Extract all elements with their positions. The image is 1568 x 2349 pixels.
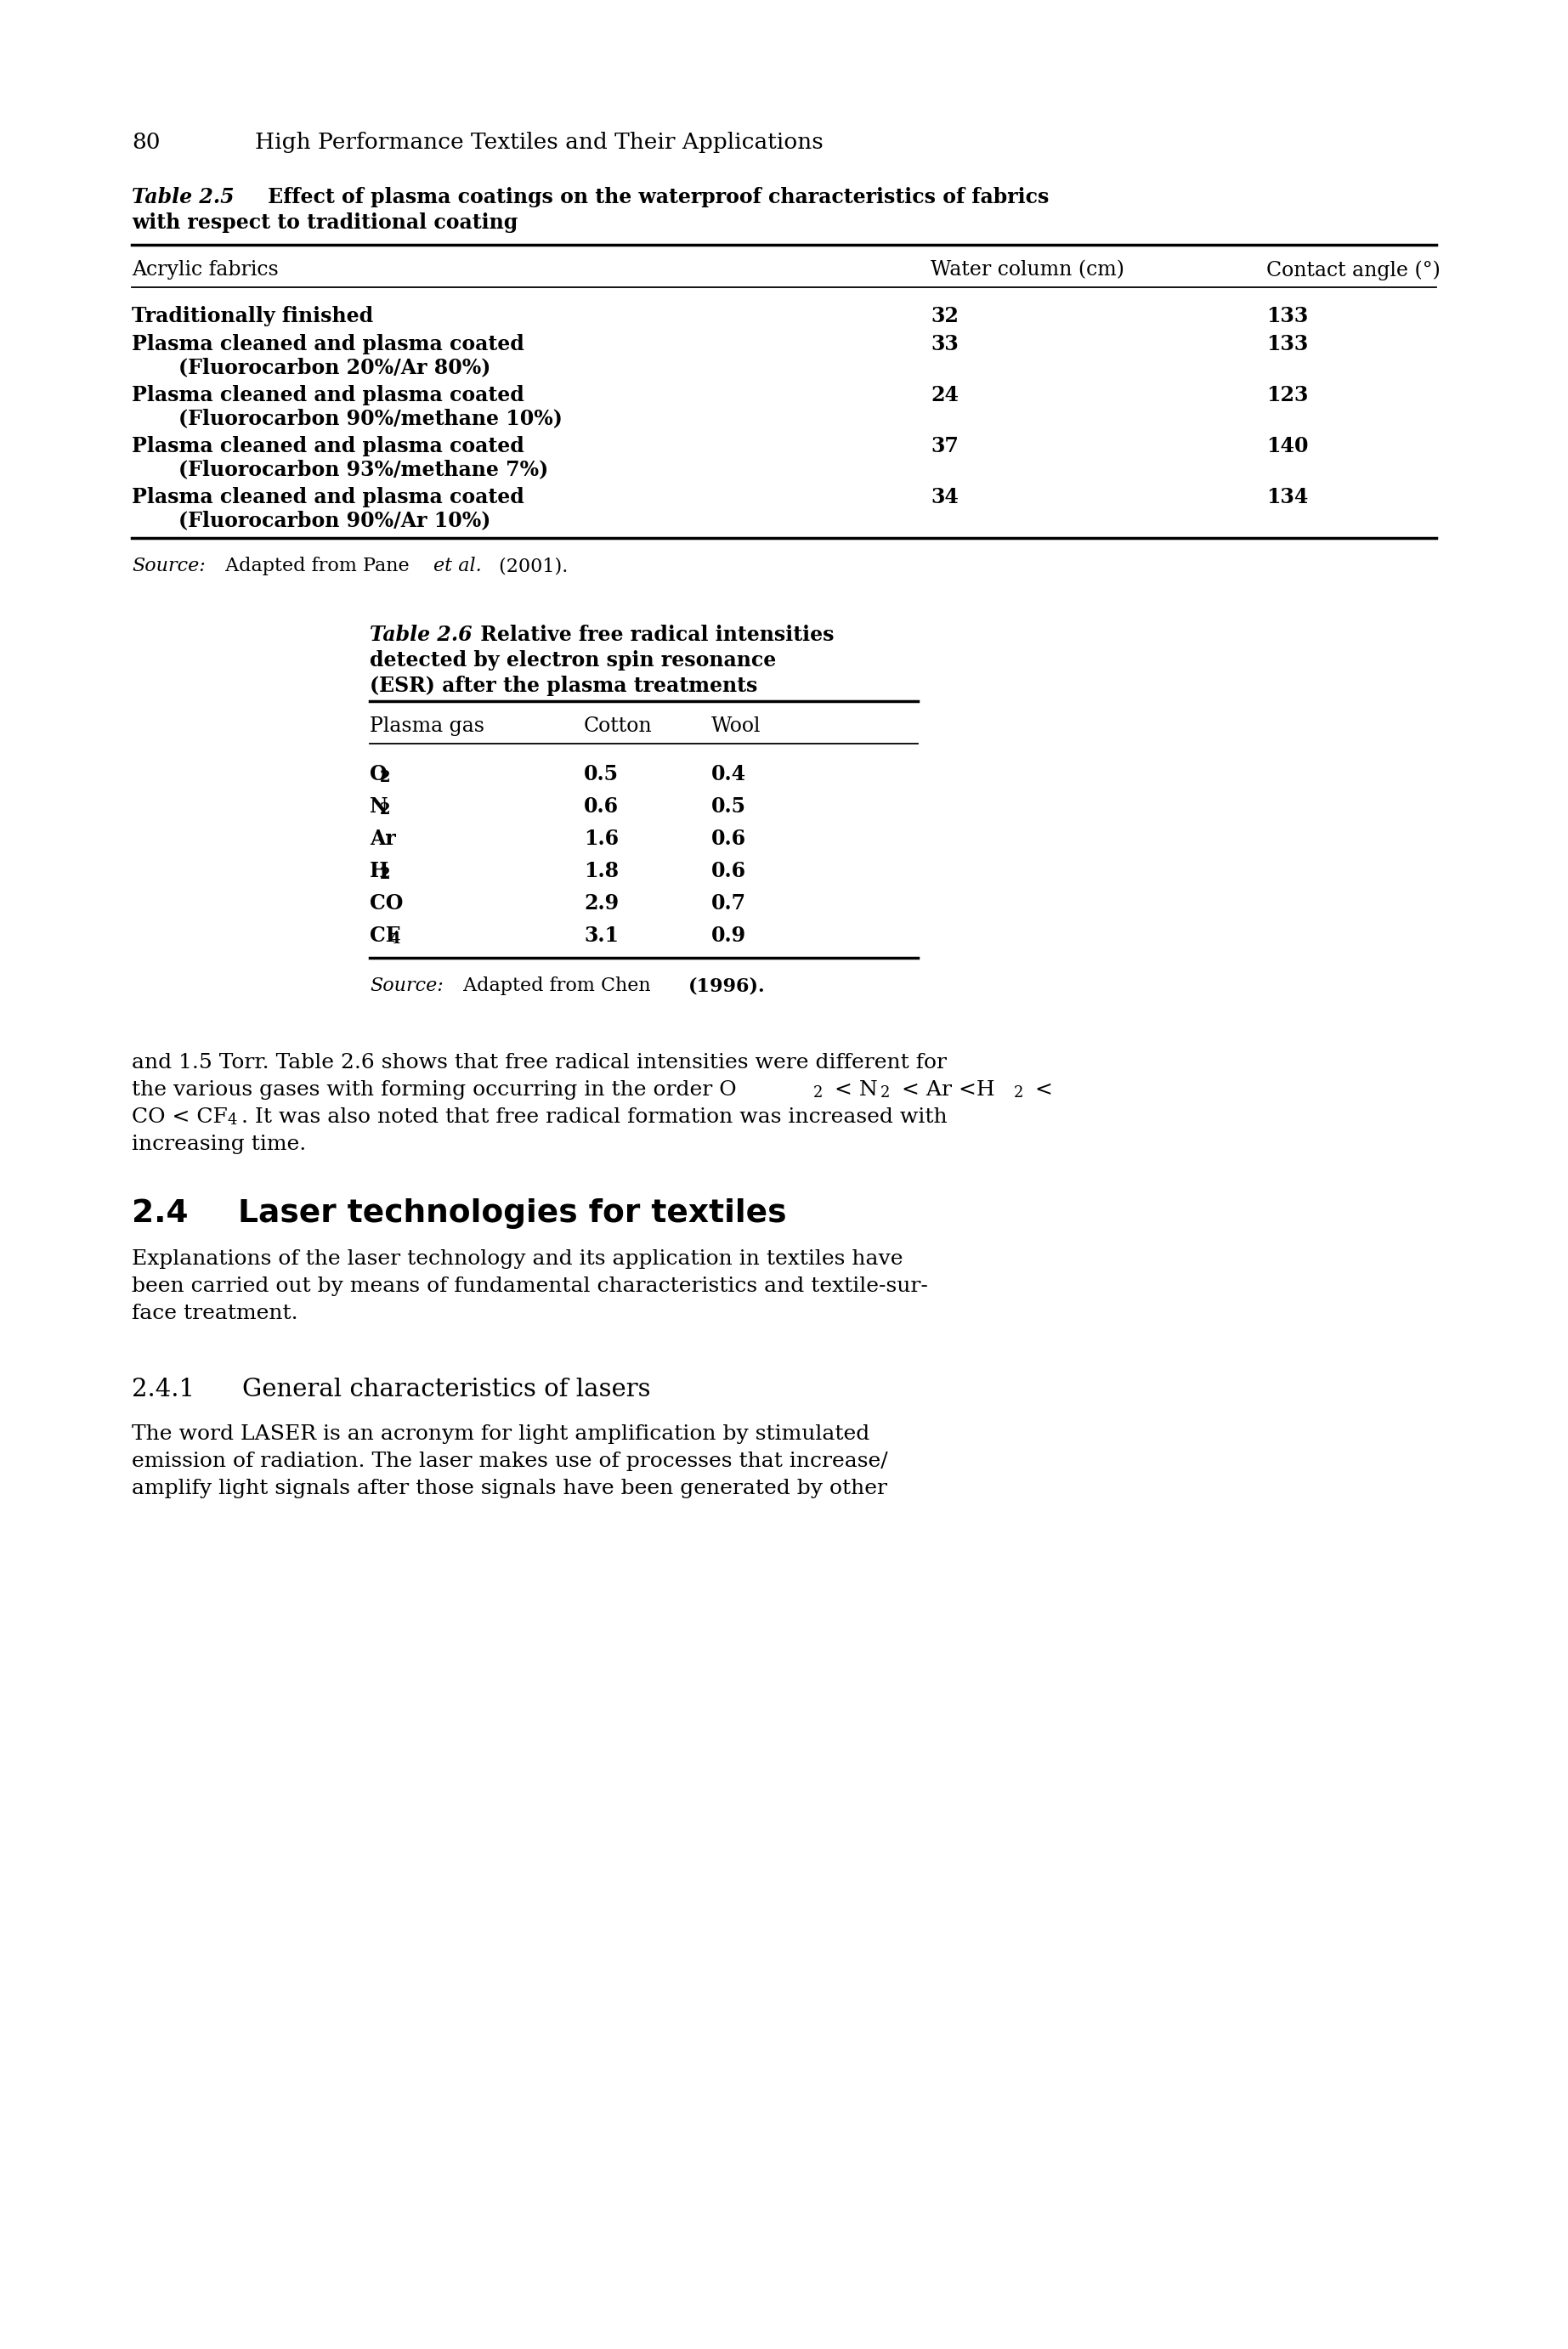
Text: 2: 2 xyxy=(379,867,390,883)
Text: 3.1: 3.1 xyxy=(583,926,619,947)
Text: O: O xyxy=(370,763,387,785)
Text: 0.9: 0.9 xyxy=(712,926,746,947)
Text: . It was also noted that free radical formation was increased with: . It was also noted that free radical fo… xyxy=(241,1106,947,1128)
Text: (Fluorocarbon 93%/methane 7%): (Fluorocarbon 93%/methane 7%) xyxy=(179,458,549,479)
Text: 0.5: 0.5 xyxy=(712,796,746,817)
Text: < Ar <H: < Ar <H xyxy=(895,1081,994,1099)
Text: Effect of plasma coatings on the waterproof characteristics of fabrics: Effect of plasma coatings on the waterpr… xyxy=(260,188,1049,207)
Text: (2001).: (2001). xyxy=(492,557,568,576)
Text: 2: 2 xyxy=(379,770,390,785)
Text: 34: 34 xyxy=(930,486,958,507)
Text: H: H xyxy=(370,860,389,881)
Text: emission of radiation. The laser makes use of processes that increase/: emission of radiation. The laser makes u… xyxy=(132,1452,887,1470)
Text: 0.6: 0.6 xyxy=(712,829,746,848)
Text: Plasma gas: Plasma gas xyxy=(370,716,485,735)
Text: 2.4: 2.4 xyxy=(132,1198,188,1229)
Text: CO < CF: CO < CF xyxy=(132,1106,227,1128)
Text: 2: 2 xyxy=(814,1085,823,1102)
Text: 133: 133 xyxy=(1267,305,1308,327)
Text: with respect to traditional coating: with respect to traditional coating xyxy=(132,211,517,233)
Text: Wool: Wool xyxy=(712,716,760,735)
Text: detected by electron spin resonance: detected by electron spin resonance xyxy=(370,651,776,669)
Text: increasing time.: increasing time. xyxy=(132,1135,306,1153)
Text: Plasma cleaned and plasma coated: Plasma cleaned and plasma coated xyxy=(132,385,524,406)
Text: N: N xyxy=(370,796,387,817)
Text: 80: 80 xyxy=(132,132,160,153)
Text: face treatment.: face treatment. xyxy=(132,1304,298,1322)
Text: 134: 134 xyxy=(1267,486,1308,507)
Text: et al.: et al. xyxy=(433,557,481,576)
Text: Adapted from Pane: Adapted from Pane xyxy=(220,557,416,576)
Text: Acrylic fabrics: Acrylic fabrics xyxy=(132,261,279,280)
Text: CO: CO xyxy=(370,893,403,914)
Text: 24: 24 xyxy=(930,385,958,406)
Text: and 1.5 Torr. Table 2.6 shows that free radical intensities were different for: and 1.5 Torr. Table 2.6 shows that free … xyxy=(132,1052,947,1073)
Text: 32: 32 xyxy=(930,305,958,327)
Text: been carried out by means of fundamental characteristics and textile-sur-: been carried out by means of fundamental… xyxy=(132,1276,928,1297)
Text: Water column (cm): Water column (cm) xyxy=(930,261,1124,280)
Text: 2: 2 xyxy=(1014,1085,1024,1102)
Text: Table 2.6: Table 2.6 xyxy=(370,625,472,646)
Text: (Fluorocarbon 90%/Ar 10%): (Fluorocarbon 90%/Ar 10%) xyxy=(179,510,491,531)
Text: 0.4: 0.4 xyxy=(712,763,746,785)
Text: 2: 2 xyxy=(881,1085,891,1102)
Text: 1.8: 1.8 xyxy=(583,860,619,881)
Text: Plasma cleaned and plasma coated: Plasma cleaned and plasma coated xyxy=(132,334,524,355)
Text: Table 2.5: Table 2.5 xyxy=(132,188,234,207)
Text: High Performance Textiles and Their Applications: High Performance Textiles and Their Appl… xyxy=(256,132,823,153)
Text: 0.6: 0.6 xyxy=(712,860,746,881)
Text: Explanations of the laser technology and its application in textiles have: Explanations of the laser technology and… xyxy=(132,1250,903,1268)
Text: 37: 37 xyxy=(930,437,958,456)
Text: amplify light signals after those signals have been generated by other: amplify light signals after those signal… xyxy=(132,1480,887,1499)
Text: 123: 123 xyxy=(1267,385,1308,406)
Text: 2.9: 2.9 xyxy=(583,893,619,914)
Text: <: < xyxy=(1029,1081,1052,1099)
Text: < N: < N xyxy=(828,1081,878,1099)
Text: (ESR) after the plasma treatments: (ESR) after the plasma treatments xyxy=(370,677,757,695)
Text: CF: CF xyxy=(370,926,400,947)
Text: 2: 2 xyxy=(379,803,390,817)
Text: 0.5: 0.5 xyxy=(583,763,619,785)
Text: 133: 133 xyxy=(1267,334,1308,355)
Text: Source:: Source: xyxy=(370,977,444,996)
Text: 33: 33 xyxy=(930,334,958,355)
Text: The word LASER is an acronym for light amplification by stimulated: The word LASER is an acronym for light a… xyxy=(132,1423,870,1445)
Text: Plasma cleaned and plasma coated: Plasma cleaned and plasma coated xyxy=(132,437,524,456)
Text: Relative free radical intensities: Relative free radical intensities xyxy=(474,625,834,646)
Text: Contact angle (°): Contact angle (°) xyxy=(1267,261,1441,280)
Text: 4: 4 xyxy=(389,933,400,947)
Text: (Fluorocarbon 20%/Ar 80%): (Fluorocarbon 20%/Ar 80%) xyxy=(179,357,491,378)
Text: 140: 140 xyxy=(1267,437,1308,456)
Text: General characteristics of lasers: General characteristics of lasers xyxy=(241,1377,651,1402)
Text: Plasma cleaned and plasma coated: Plasma cleaned and plasma coated xyxy=(132,486,524,507)
Text: Ar: Ar xyxy=(370,829,395,848)
Text: 2.4.1: 2.4.1 xyxy=(132,1377,194,1402)
Text: (1996).: (1996). xyxy=(688,977,765,996)
Text: Laser technologies for textiles: Laser technologies for textiles xyxy=(238,1198,787,1229)
Text: Traditionally finished: Traditionally finished xyxy=(132,305,373,327)
Text: Cotton: Cotton xyxy=(583,716,652,735)
Text: 4: 4 xyxy=(227,1113,237,1128)
Text: 0.7: 0.7 xyxy=(712,893,746,914)
Text: Adapted from Chen: Adapted from Chen xyxy=(458,977,657,996)
Text: 0.6: 0.6 xyxy=(583,796,619,817)
Text: Source:: Source: xyxy=(132,557,205,576)
Text: (Fluorocarbon 90%/methane 10%): (Fluorocarbon 90%/methane 10%) xyxy=(179,409,563,428)
Text: 1.6: 1.6 xyxy=(583,829,619,848)
Text: the various gases with forming occurring in the order O: the various gases with forming occurring… xyxy=(132,1081,737,1099)
